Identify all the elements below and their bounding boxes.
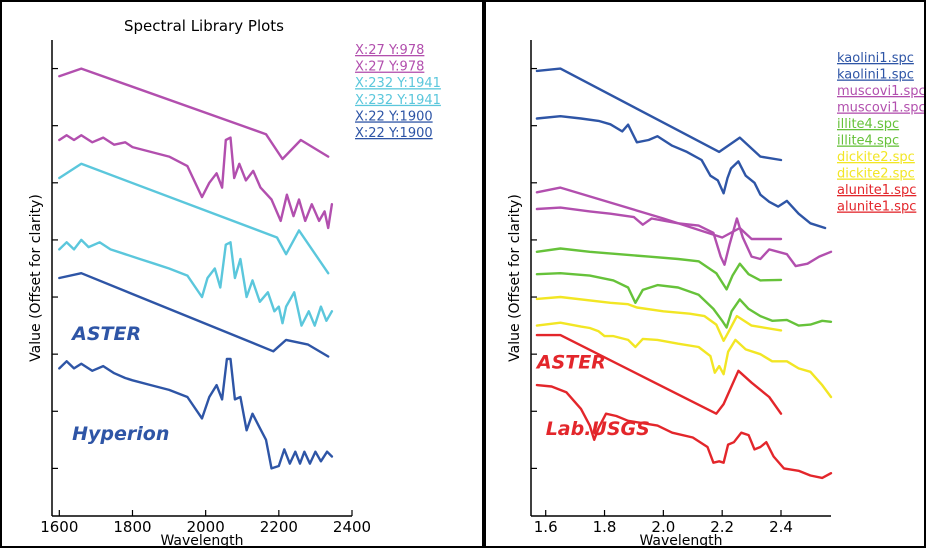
x-axis-label: Wavelength <box>160 533 243 548</box>
y-ticks <box>531 67 537 469</box>
series-line <box>535 383 833 480</box>
x-tick-label: 1600 <box>40 518 78 536</box>
legend-entry: muscovi1.spc <box>837 84 926 99</box>
annotation-label: Hyperion <box>72 423 169 445</box>
annotation-label: ASTER <box>535 351 606 373</box>
series-line <box>535 114 827 230</box>
legend-entry: X:232 Y:1941 <box>355 93 441 108</box>
annotation-label: ASTER <box>70 323 141 345</box>
x-tick-label: 1.6 <box>534 518 558 536</box>
legend-entry: illite4.spc <box>837 134 899 149</box>
legend-entry: dickite2.spc <box>837 150 915 165</box>
x-tick-label: 1800 <box>113 518 151 536</box>
series-line <box>535 333 783 415</box>
left-chart: Spectral Library Plots 1600 1800 2000 2200 2… <box>28 17 441 549</box>
legend-entry: dickite2.spc <box>837 167 915 182</box>
annotations: ASTER Lab.USGS <box>535 351 650 440</box>
annotations: ASTER Hyperion <box>70 323 169 445</box>
series-line <box>535 272 833 329</box>
x-tick-label: 1.8 <box>593 518 617 536</box>
legend-entry: X:22 Y:1900 <box>355 109 433 124</box>
left-panel-frame <box>0 0 484 548</box>
legend-entry: alunite1.spc <box>837 200 916 215</box>
series-line <box>58 67 330 161</box>
x-ticks: 1600 1800 2000 2200 2400 <box>40 510 371 536</box>
y-ticks <box>52 67 58 469</box>
series-group <box>535 67 833 480</box>
annotation-label: Lab.USGS <box>546 418 650 440</box>
series-line <box>58 238 334 327</box>
chart-title: Spectral Library Plots <box>124 17 284 35</box>
x-ticks: 1.6 1.8 2.0 2.2 2.4 <box>534 510 793 536</box>
series-line <box>58 133 334 230</box>
series-line <box>535 247 783 291</box>
series-line <box>535 206 833 268</box>
legend-entry: X:27 Y:978 <box>355 60 424 75</box>
series-line <box>58 272 330 358</box>
legend-entry: kaolini1.spc <box>837 68 914 83</box>
x-axis-label: Wavelength <box>639 533 722 548</box>
y-axis-label: Value (Offset for clarity) <box>507 194 523 362</box>
legend-entry: kaolini1.spc <box>837 51 914 66</box>
x-tick-label: 2000 <box>187 518 225 536</box>
x-tick-label: 2.0 <box>651 518 675 536</box>
legend-entry: illite4.spc <box>837 117 899 132</box>
legend-entry: alunite1.spc <box>837 183 916 198</box>
series-line <box>535 321 833 399</box>
series-line <box>535 67 783 162</box>
legend-entry: X:27 Y:978 <box>355 43 424 58</box>
legend: kaolini1.spckaolini1.spcmuscovi1.spcmusc… <box>837 51 926 215</box>
x-tick-label: 2.2 <box>710 518 734 536</box>
y-axis-label: Value (Offset for clarity) <box>28 194 44 362</box>
series-line <box>58 357 334 470</box>
x-tick-label: 2200 <box>260 518 298 536</box>
right-panel-frame <box>484 0 926 548</box>
right-chart: 1.6 1.8 2.0 2.2 2.4 ASTER Lab.USGS Value (Off… <box>507 40 926 549</box>
legend-entry: X:22 Y:1900 <box>355 126 433 141</box>
x-tick-label: 2400 <box>333 518 371 536</box>
x-tick-label: 2.4 <box>769 518 793 536</box>
legend-entry: X:232 Y:1941 <box>355 76 441 91</box>
series-line <box>535 186 783 241</box>
legend-entry: muscovi1.spc <box>837 101 926 116</box>
series-line <box>58 162 330 275</box>
series-line <box>535 295 783 342</box>
series-group <box>58 67 334 470</box>
